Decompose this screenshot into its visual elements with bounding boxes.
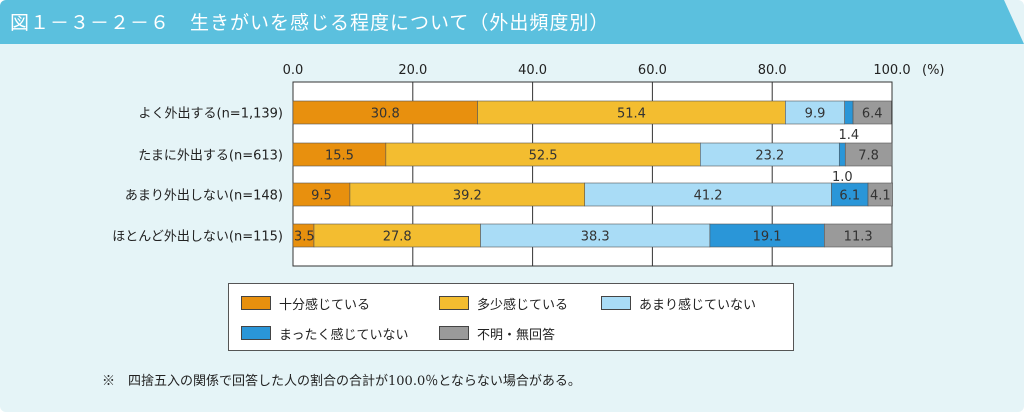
data-label: 19.1 bbox=[753, 230, 782, 245]
data-label: 9.9 bbox=[805, 107, 826, 122]
data-label: 7.8 bbox=[858, 149, 879, 164]
legend-label: あまり感じていない bbox=[639, 297, 757, 313]
legend-label: まったく感じていない bbox=[279, 327, 409, 343]
bar-segment bbox=[844, 142, 893, 167]
title-bar bbox=[0, 0, 1024, 44]
x-tick-label: 100.0 bbox=[873, 63, 910, 78]
legend-swatch bbox=[439, 326, 469, 340]
data-label: 3.5 bbox=[294, 230, 315, 245]
category-label: たまに外出する(n=613) bbox=[138, 149, 283, 164]
data-label: 52.5 bbox=[529, 149, 558, 164]
chart-title: 図１－３－２－６ 生きがいを感じる程度について（外出頻度別） bbox=[10, 12, 610, 34]
legend-label: 不明・無回答 bbox=[477, 327, 556, 343]
category-label: あまり外出しない(n=148) bbox=[125, 189, 283, 204]
data-label: 23.2 bbox=[755, 149, 784, 164]
legend-swatch bbox=[601, 296, 631, 310]
data-label: 6.1 bbox=[839, 189, 860, 204]
bar-segment bbox=[852, 100, 892, 125]
legend-swatch bbox=[241, 326, 271, 340]
data-label: 4.1 bbox=[870, 189, 891, 204]
bar-segment bbox=[844, 100, 854, 125]
legend-label: 十分感じている bbox=[279, 297, 371, 313]
bar-segment bbox=[824, 223, 893, 248]
bar-segment bbox=[838, 142, 846, 167]
data-label: 11.3 bbox=[844, 230, 873, 245]
chart-legend: 十分感じている 多少感じている あまり感じていないまったく感じていない 不明・無回答 bbox=[228, 283, 794, 351]
data-label: 30.8 bbox=[371, 107, 400, 122]
category-label: ほとんど外出しない(n=115) bbox=[112, 230, 283, 245]
x-tick-label: 20.0 bbox=[398, 63, 427, 78]
x-tick-label: 60.0 bbox=[638, 63, 667, 78]
legend-item: 多少感じている bbox=[439, 294, 569, 313]
data-label: 6.4 bbox=[862, 107, 883, 122]
legend-item: まったく感じていない bbox=[241, 324, 409, 343]
legend-swatch bbox=[241, 296, 271, 310]
legend-item: あまり感じていない bbox=[601, 294, 757, 313]
data-label: 38.3 bbox=[581, 230, 610, 245]
data-label: 41.2 bbox=[694, 189, 723, 204]
data-label: 27.8 bbox=[383, 230, 412, 245]
data-label: 1.4 bbox=[839, 128, 860, 143]
x-tick-label: 0.0 bbox=[283, 63, 304, 78]
data-label: 9.5 bbox=[311, 189, 332, 204]
x-unit-label: (%) bbox=[922, 63, 945, 78]
bar-segment bbox=[867, 182, 893, 207]
legend-label: 多少感じている bbox=[477, 297, 569, 313]
footnote: ※ 四捨五入の関係で回答した人の割合の合計が100.0％とならない場合がある。 bbox=[102, 374, 581, 389]
data-label: 51.4 bbox=[617, 107, 646, 122]
data-label: 15.5 bbox=[325, 149, 354, 164]
legend-item: 十分感じている bbox=[241, 294, 371, 313]
x-tick-label: 80.0 bbox=[758, 63, 787, 78]
legend-item: 不明・無回答 bbox=[439, 324, 556, 343]
x-tick-label: 40.0 bbox=[518, 63, 547, 78]
data-label: 1.0 bbox=[832, 170, 853, 185]
data-label: 39.2 bbox=[453, 189, 482, 204]
category-label: よく外出する(n=1,139) bbox=[139, 107, 284, 122]
legend-swatch bbox=[439, 296, 469, 310]
